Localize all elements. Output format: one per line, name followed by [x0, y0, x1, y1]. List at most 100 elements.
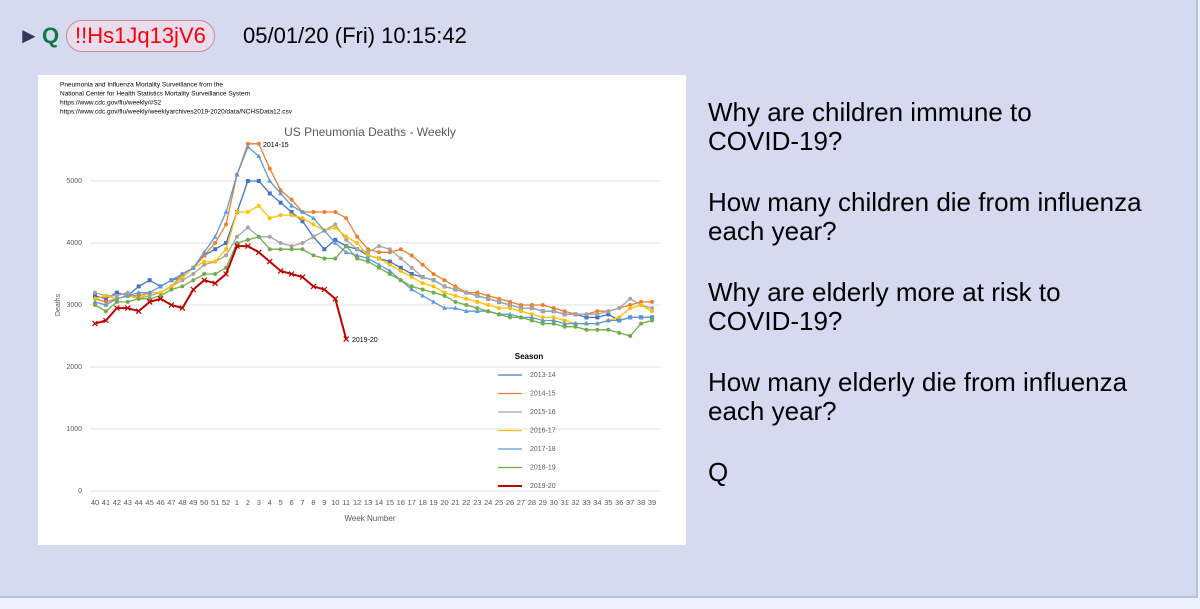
data-point — [442, 305, 447, 310]
data-point — [311, 222, 316, 227]
data-point — [180, 275, 185, 280]
data-point — [103, 296, 108, 301]
data-point — [431, 284, 436, 289]
data-point — [366, 247, 371, 252]
data-point — [551, 321, 556, 326]
data-point — [278, 241, 283, 245]
data-point — [540, 315, 545, 320]
data-point — [158, 290, 163, 295]
data-point — [223, 271, 229, 277]
data-point — [267, 166, 272, 171]
data-point — [398, 268, 403, 273]
data-point — [573, 312, 578, 317]
data-point — [191, 272, 196, 276]
data-point — [267, 234, 272, 239]
data-point — [333, 225, 338, 230]
data-point — [508, 315, 513, 320]
data-point — [256, 234, 261, 239]
data-point — [136, 296, 141, 301]
data-point — [114, 293, 119, 298]
data-point — [650, 309, 654, 314]
data-point — [365, 255, 371, 261]
data-point — [114, 290, 119, 295]
message-line: COVID-19? — [708, 126, 843, 156]
data-point — [409, 286, 415, 292]
data-point — [518, 315, 523, 320]
data-point — [103, 309, 108, 314]
data-point — [289, 197, 294, 202]
data-point — [321, 228, 327, 233]
data-point — [606, 309, 611, 314]
tripcode[interactable]: !!Hs1Jq13jV6 — [66, 20, 215, 52]
data-point — [169, 277, 174, 282]
data-point — [224, 241, 229, 245]
data-point — [93, 303, 97, 307]
data-point — [180, 278, 185, 283]
post-marker[interactable]: ► — [18, 23, 40, 48]
data-point — [114, 299, 119, 304]
data-point — [244, 243, 251, 250]
data-point — [387, 259, 392, 264]
data-point — [562, 312, 567, 317]
data-point — [300, 219, 305, 224]
x-tick-label: 7 — [300, 498, 304, 507]
data-point — [322, 247, 327, 252]
data-point — [551, 309, 556, 314]
x-tick-label: 26 — [506, 498, 514, 507]
data-point — [322, 210, 327, 214]
data-point — [311, 253, 316, 258]
x-tick-label: 19 — [429, 498, 437, 507]
data-point — [420, 287, 425, 292]
data-point — [617, 315, 622, 320]
data-point — [474, 308, 480, 313]
data-point — [464, 303, 469, 307]
x-tick-label: 34 — [593, 498, 601, 507]
data-point — [529, 306, 534, 311]
data-point — [333, 256, 338, 261]
data-point — [497, 299, 502, 304]
data-point — [562, 321, 568, 326]
x-tick-label: 49 — [189, 498, 197, 507]
data-point — [551, 317, 557, 323]
x-tick-label: 14 — [375, 498, 383, 507]
data-point — [529, 318, 534, 323]
data-point — [376, 250, 381, 255]
data-point — [453, 299, 458, 304]
data-point — [103, 299, 108, 304]
data-point — [136, 290, 142, 295]
data-point — [486, 293, 491, 298]
data-point — [344, 234, 349, 239]
data-point — [333, 237, 338, 242]
data-point — [540, 321, 545, 326]
data-point — [497, 312, 502, 317]
x-tick-label: 31 — [560, 498, 568, 507]
message-line: How many children die from influenza — [708, 187, 1142, 217]
data-point — [562, 309, 567, 314]
data-point — [573, 321, 578, 326]
data-point — [508, 306, 513, 311]
data-point — [650, 318, 654, 323]
y-tick-label: 3000 — [66, 302, 82, 309]
data-point — [606, 312, 611, 317]
post-image[interactable]: Pneumonia and Influenza Mortality Survei… — [38, 75, 686, 545]
data-point — [169, 284, 174, 289]
source-note: National Center for Health Statistics Mo… — [60, 91, 250, 98]
x-tick-label: 13 — [364, 498, 372, 507]
x-tick-label: 12 — [353, 498, 361, 507]
message-line: Why are elderly more at risk to — [708, 277, 1061, 307]
data-point — [617, 330, 622, 335]
data-point — [289, 213, 294, 218]
x-tick-label: 46 — [156, 498, 164, 507]
data-point — [256, 153, 262, 158]
x-tick-label: 10 — [331, 498, 339, 507]
data-point — [442, 293, 447, 298]
x-tick-label: 42 — [113, 498, 121, 507]
data-point — [529, 303, 534, 307]
data-point — [102, 317, 109, 324]
data-point — [158, 283, 163, 289]
data-point — [584, 327, 589, 332]
data-point — [529, 314, 535, 320]
data-point — [256, 141, 261, 146]
data-point — [409, 284, 414, 289]
data-point — [245, 144, 251, 149]
